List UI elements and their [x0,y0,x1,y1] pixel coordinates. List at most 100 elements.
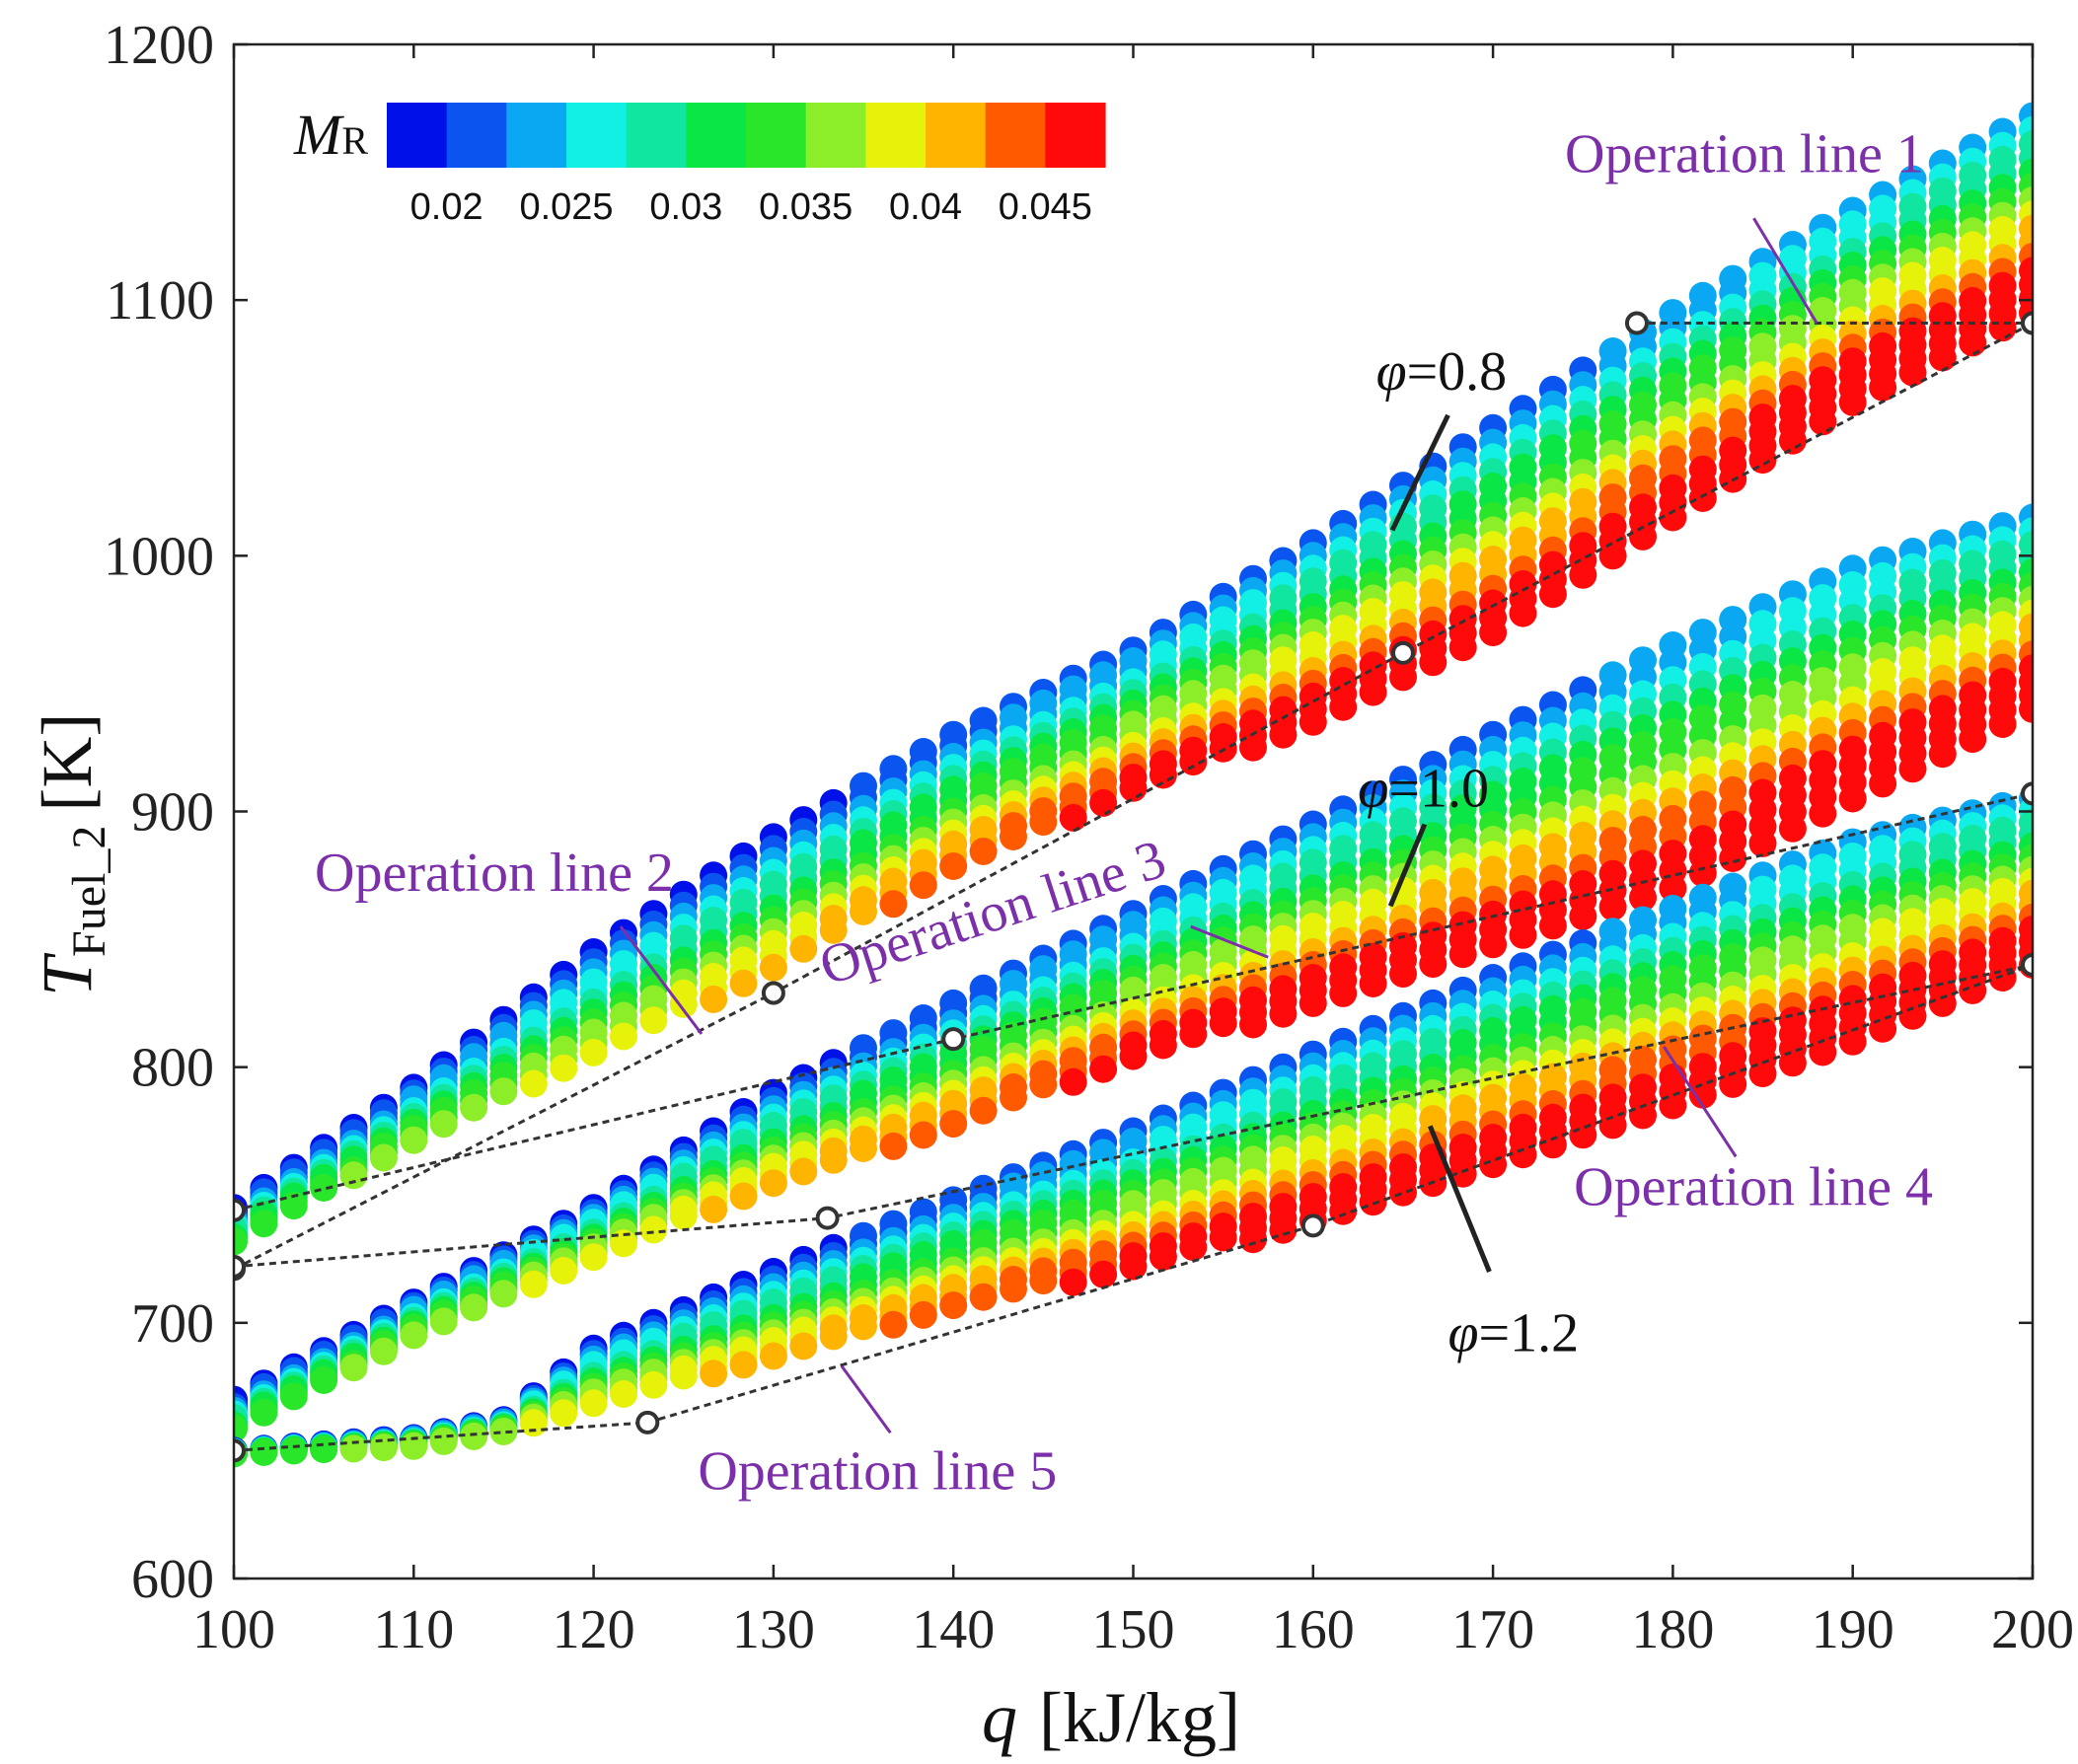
data-point [1029,808,1058,837]
data-point [700,1195,728,1223]
data-point [1629,1101,1657,1130]
band-1 [234,102,2033,1256]
data-point [1149,1242,1177,1271]
data-point [550,1399,578,1428]
annotation-leader [1387,823,1428,908]
data-point [700,985,728,1013]
data-point [1898,358,1927,387]
data-point [1509,599,1537,627]
data-point [1778,814,1807,843]
colorbar: 0.02 0.025 0.03 0.035 0.04 0.045 MR [293,101,1140,237]
data-point [850,1135,877,1162]
data-point [789,1157,818,1186]
data-point [1778,426,1807,455]
colorbar-swatches [387,103,1106,168]
data-point [234,1415,248,1443]
data-point [1179,1020,1208,1049]
data-point [1359,678,1387,706]
y-tick-label: 800 [131,1038,214,1099]
data-point [369,1337,398,1365]
data-point [789,934,818,963]
data-point [729,1182,758,1211]
colorbar-swatch [926,103,987,168]
x-tick-label: 120 [553,1599,635,1660]
data-point [519,1409,548,1437]
data-point [1598,542,1627,570]
data-point [369,1143,398,1172]
data-point [1329,693,1358,721]
data-point [1269,1215,1298,1244]
data-point [1029,1070,1058,1099]
colorbar-swatch [566,103,628,168]
data-point [339,1434,368,1463]
data-point [1239,1010,1267,1039]
operation-point [941,1027,966,1052]
data-point [400,1126,428,1154]
colorbar-swatch [746,103,807,168]
y-tick-label: 1000 [104,526,214,587]
data-point [250,1438,278,1466]
data-point [1299,989,1327,1017]
colorbar-tick-label: 0.04 [889,186,962,228]
data-point [610,1022,637,1051]
data-point [610,1380,637,1408]
data-point [969,1283,998,1311]
annotation-leader [1663,1046,1738,1158]
y-tick-label: 600 [131,1549,214,1610]
data-point [1838,784,1867,813]
colorbar-tick-label: 0.045 [999,186,1092,228]
annotation-leader [1427,1125,1492,1273]
data-point [310,1366,338,1394]
y-tick-label: 1100 [106,270,214,331]
data-point [669,1202,698,1230]
data-point [969,1096,998,1125]
data-point [819,916,848,944]
data-point [1629,883,1657,912]
data-point [1809,1038,1837,1066]
band-3 [234,784,2033,1468]
data-point [1089,788,1118,817]
data-point [460,1293,488,1322]
data-point [1448,1159,1477,1188]
data-point [369,1433,398,1462]
data-point [879,1310,908,1339]
operation-point [1390,640,1415,665]
data-point [1538,1131,1567,1159]
data-point [700,1360,728,1388]
data-point [729,969,758,997]
data-point [460,1422,488,1450]
data-point [250,1398,278,1427]
data-point [279,1192,308,1220]
data-point [1209,1009,1237,1038]
data-point [819,1145,848,1174]
data-point [519,1069,548,1098]
data-point [669,990,698,1018]
data-point [1898,755,1927,783]
x-tick-label: 130 [732,1599,815,1660]
data-point [1659,874,1687,903]
data-point [1419,950,1447,979]
x-tick-label: 170 [1451,1599,1534,1660]
data-point [1479,930,1508,959]
data-point [1988,314,2017,342]
colorbar-swatch [1045,103,1106,168]
colorbar-swatch [686,103,747,168]
data-point [1688,859,1717,888]
data-point [429,1427,458,1455]
data-point [1898,1001,1927,1030]
operation-line-path [234,322,2033,1271]
data-point [1448,940,1477,969]
data-point [579,1389,608,1418]
data-point [1928,343,1957,372]
data-point [850,897,877,925]
phi-label: φ=1.2 [1448,1302,1580,1363]
data-point [1598,893,1627,921]
data-point [1089,1260,1118,1288]
y-tick-label: 700 [131,1293,214,1355]
data-point [759,1342,787,1370]
data-point [1149,1031,1177,1060]
data-point [1809,407,1837,436]
data-point [909,1300,937,1329]
data-point [639,1370,668,1399]
data-point [400,1432,428,1460]
